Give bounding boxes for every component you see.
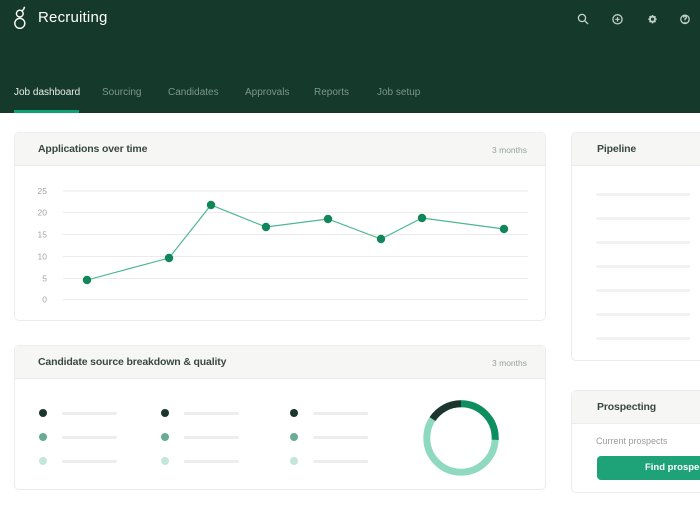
- svg-text:10: 10: [38, 252, 48, 262]
- svg-text:5: 5: [42, 274, 47, 284]
- svg-text:25: 25: [38, 186, 48, 196]
- svg-text:15: 15: [38, 230, 48, 240]
- svg-text:0: 0: [42, 295, 47, 305]
- svg-text:20: 20: [38, 208, 48, 218]
